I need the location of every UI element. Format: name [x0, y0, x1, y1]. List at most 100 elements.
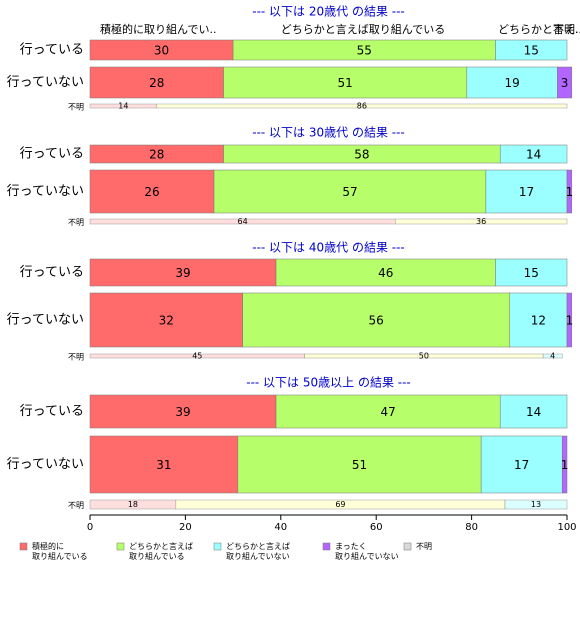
value-label: 17 — [519, 185, 534, 199]
legend-swatch — [403, 542, 412, 551]
value-label: 31 — [156, 458, 171, 472]
value-label: 69 — [335, 500, 345, 509]
category-label: 行っている — [20, 265, 84, 280]
bar-segment — [89, 292, 243, 348]
category-label: 行っていない — [7, 184, 84, 199]
category-label: 行っていない — [7, 457, 84, 472]
bar-segment — [480, 435, 563, 494]
legend-swatch — [322, 542, 331, 551]
bar-segment — [509, 292, 568, 348]
value-label: 14 — [526, 405, 541, 419]
legend-swatch — [116, 542, 125, 551]
value-label: 28 — [149, 148, 164, 162]
bar-segment — [495, 258, 568, 287]
value-label: 14 — [118, 102, 128, 111]
x-tick-label: 60 — [370, 522, 383, 533]
bar-segment — [499, 394, 568, 429]
value-label: 13 — [531, 500, 541, 509]
value-label: 46 — [378, 266, 393, 280]
value-label: 15 — [524, 44, 539, 58]
panel-title: --- 以下は 20歳代 の結果 --- — [252, 5, 405, 19]
x-tick-label: 80 — [465, 522, 478, 533]
value-label: 18 — [128, 500, 138, 509]
category-label: 行っていない — [7, 313, 84, 328]
panel-title: --- 以下は 40歳代 の結果 --- — [252, 241, 405, 255]
bar-segment — [89, 435, 239, 494]
bar-segment — [561, 435, 568, 494]
value-label: 57 — [342, 185, 357, 199]
value-label: 39 — [175, 266, 190, 280]
value-label: 36 — [476, 217, 486, 226]
panel-title: --- 以下は 50歳以上 の結果 --- — [246, 376, 411, 390]
value-label: 56 — [369, 314, 384, 328]
bar-segment — [89, 169, 215, 214]
x-tick-label: 20 — [179, 522, 192, 533]
bar-segment — [557, 66, 573, 99]
bar-segment — [499, 144, 568, 164]
value-label: 14 — [526, 148, 541, 162]
value-label: 1 — [561, 458, 569, 472]
column-label: どちらかと言え.. — [498, 23, 580, 36]
bar-segment — [504, 499, 568, 510]
value-label: 58 — [354, 148, 369, 162]
bar-segment — [495, 39, 568, 61]
legend-swatch — [19, 542, 28, 551]
value-label: 4 — [550, 352, 555, 361]
value-label: 39 — [175, 405, 190, 419]
legend-label: どちらかと言えば取り組んでいない — [226, 541, 290, 561]
value-label: 47 — [380, 405, 395, 419]
bar-segment — [542, 353, 563, 359]
category-label: 行っている — [20, 147, 84, 162]
value-label: 45 — [192, 352, 202, 361]
bar-segment — [89, 66, 224, 99]
category-label: 行っている — [20, 404, 84, 419]
value-label: 51 — [338, 76, 353, 90]
value-label: 86 — [357, 102, 367, 111]
value-label: 19 — [505, 76, 520, 90]
value-label: 12 — [531, 314, 546, 328]
bar-segment — [237, 435, 482, 494]
value-label: 51 — [352, 458, 367, 472]
value-label: 17 — [514, 458, 529, 472]
category-label: 行っている — [20, 43, 84, 58]
bar-segment — [485, 169, 568, 214]
bar-segment — [395, 218, 568, 225]
bar-segment — [89, 394, 277, 429]
bar-segment — [89, 258, 277, 287]
legend-swatch — [213, 542, 222, 551]
category-label: 行っていない — [7, 75, 84, 90]
value-label: 28 — [149, 76, 164, 90]
value-label: 50 — [419, 352, 429, 361]
category-label: 不明 — [68, 501, 84, 510]
bar-segment — [566, 292, 573, 348]
legend-label: 不明 — [416, 542, 432, 551]
category-label: 不明 — [68, 103, 84, 112]
value-label: 32 — [159, 314, 174, 328]
value-label: 1 — [566, 314, 574, 328]
value-label: 15 — [524, 266, 539, 280]
column-label: 不明.. — [553, 23, 580, 36]
column-label: どちらかと言えば取り組んでいる — [281, 23, 445, 36]
bar-segment — [223, 66, 468, 99]
bar-segment — [275, 258, 496, 287]
value-label: 1 — [566, 185, 574, 199]
legend-label: まったく取り組んでいない — [335, 542, 399, 561]
legend-label: 積極的に取り組んでいる — [32, 541, 88, 561]
value-label: 55 — [357, 44, 372, 58]
value-label: 3 — [561, 76, 569, 90]
bar-segment — [275, 394, 501, 429]
panel-title: --- 以下は 30歳代 の結果 --- — [252, 126, 405, 140]
bar-segment — [242, 292, 511, 348]
category-label: 不明 — [68, 218, 84, 227]
x-tick-label: 100 — [557, 522, 576, 533]
column-label: 積極的に取り組んでい.. — [100, 22, 216, 36]
x-tick-label: 0 — [87, 522, 93, 533]
value-label: 30 — [154, 44, 169, 58]
x-tick-label: 40 — [274, 522, 287, 533]
legend-label: どちらかと言えば取り組んでいる — [129, 541, 193, 561]
value-label: 26 — [144, 185, 159, 199]
bar-segment — [566, 169, 573, 214]
bar-segment — [156, 103, 568, 109]
value-label: 64 — [238, 217, 248, 226]
